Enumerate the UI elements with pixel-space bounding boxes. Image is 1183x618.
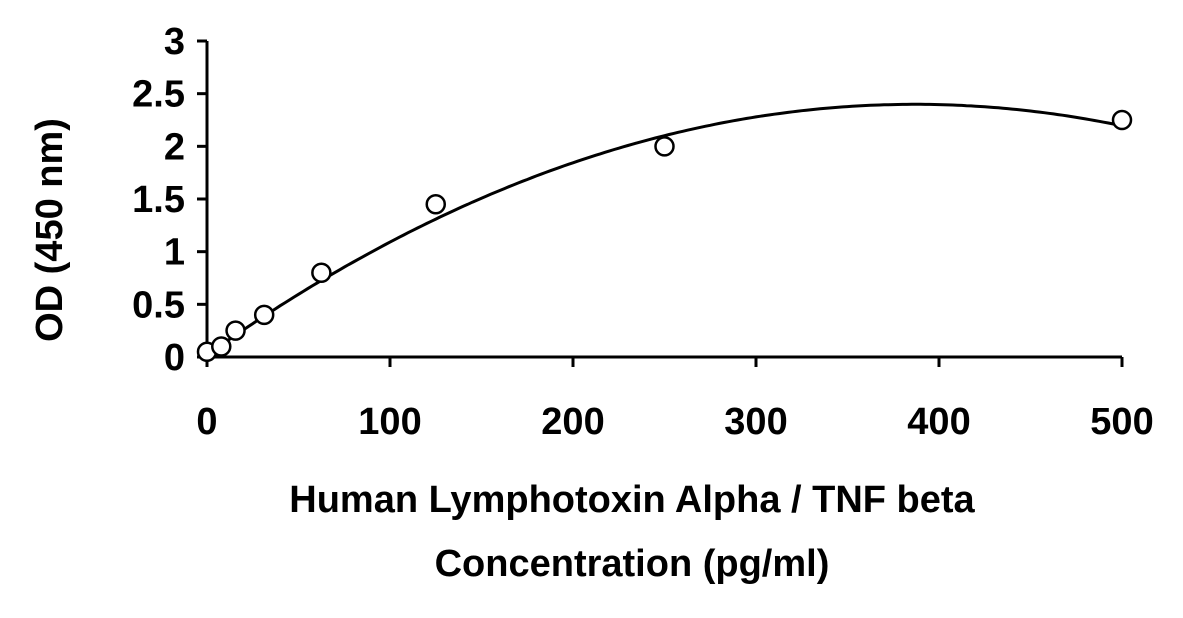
y-tick-label: 3 — [164, 21, 185, 63]
data-point — [1111, 109, 1133, 131]
data-point — [211, 336, 232, 357]
x-tick-label: 0 — [196, 401, 217, 443]
y-tick-label: 1.5 — [132, 179, 185, 221]
data-point — [654, 136, 675, 157]
y-tick-label: 2 — [164, 126, 185, 168]
data-point — [425, 194, 446, 215]
x-axis-title-line-2: Concentration (pg/ml) — [435, 543, 830, 585]
y-axis-ticks: 0 0.5 1 1.5 2 2.5 3 — [132, 21, 207, 379]
y-tick-label: 1 — [164, 232, 185, 274]
axes — [205, 41, 1122, 359]
data-point — [253, 304, 275, 326]
y-tick-label: 0 — [164, 337, 185, 379]
y-tick-label: 2.5 — [132, 74, 185, 116]
x-tick-label: 200 — [541, 401, 604, 443]
x-tick-label: 500 — [1090, 401, 1153, 443]
y-axis-title: OD (450 nm) — [29, 118, 71, 342]
fitted-curve — [206, 102, 1123, 357]
data-point — [225, 320, 246, 341]
x-axis-title-line-1: Human Lymphotoxin Alpha / TNF beta — [289, 479, 975, 521]
x-tick-label: 100 — [358, 401, 421, 443]
y-tick-label: 0.5 — [132, 284, 185, 326]
x-tick-label: 400 — [907, 401, 970, 443]
x-axis-ticks: 0 100 200 300 400 500 — [196, 357, 1154, 443]
x-tick-label: 300 — [724, 401, 787, 443]
data-points — [196, 109, 1133, 362]
data-point — [311, 262, 332, 283]
